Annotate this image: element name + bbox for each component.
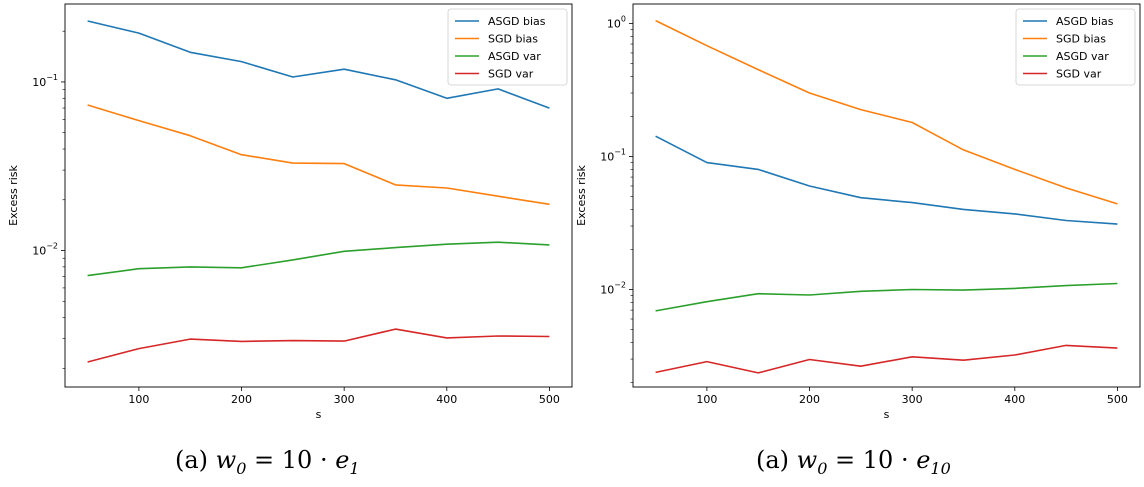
plot-frame bbox=[632, 3, 1141, 388]
legend: ASGD bias SGD bias ASGD var SGD var bbox=[1015, 8, 1136, 86]
y-axis-label: Excess risk bbox=[7, 165, 20, 226]
x-tick-label: 400 bbox=[436, 393, 457, 406]
caption-right-eq: = 10 · bbox=[827, 446, 917, 474]
legend-label: ASGD bias bbox=[488, 15, 546, 28]
legend-label: ASGD var bbox=[488, 50, 541, 63]
caption-left-w: w bbox=[215, 446, 237, 474]
series-line-asgd-var bbox=[87, 241, 550, 277]
caption-left: (a) w0 = 10 · e1 bbox=[175, 446, 360, 478]
caption-left-w-sub: 0 bbox=[236, 458, 247, 478]
caption-left-e: e bbox=[335, 446, 350, 474]
x-tick-label: 400 bbox=[1004, 393, 1025, 406]
y-tick-label: 10−2 bbox=[600, 281, 626, 297]
x-tick-label: 100 bbox=[696, 393, 717, 406]
x-tick-label: 300 bbox=[902, 393, 923, 406]
x-tick-label: 300 bbox=[334, 393, 355, 406]
caption-right-w: w bbox=[796, 446, 818, 474]
caption-right-w-sub: 0 bbox=[817, 458, 828, 478]
legend-label: SGD bias bbox=[1056, 33, 1106, 46]
caption-right: (a) w0 = 10 · e10 bbox=[756, 446, 951, 478]
y-tick-label: 10−1 bbox=[600, 147, 626, 163]
series-line-sgd-var bbox=[87, 328, 550, 363]
caption-left-prefix: (a) bbox=[175, 446, 216, 474]
x-tick-label: 200 bbox=[231, 393, 252, 406]
legend-label: SGD bias bbox=[488, 33, 538, 46]
series-line-asgd-var bbox=[655, 282, 1118, 312]
legend-label: SGD var bbox=[488, 68, 534, 81]
caption-right-prefix: (a) bbox=[756, 446, 797, 474]
x-tick-label: 100 bbox=[128, 393, 149, 406]
y-tick-label: 100 bbox=[607, 14, 626, 30]
series-line-sgd-bias bbox=[655, 19, 1118, 205]
caption-right-e: e bbox=[916, 446, 931, 474]
x-axis-label: s bbox=[316, 408, 322, 421]
x-axis-label: s bbox=[884, 408, 890, 421]
plot-frame bbox=[64, 3, 573, 388]
charts-figure: 100 200 300 400 500 10−2 10−1 s Excess risk ASGD … bbox=[7, 3, 1141, 421]
series-line-asgd-bias bbox=[655, 135, 1118, 225]
legend-label: ASGD bias bbox=[1056, 15, 1114, 28]
series-line-asgd-bias bbox=[87, 20, 550, 109]
x-tick-label: 200 bbox=[799, 393, 820, 406]
x-tick-label: 500 bbox=[539, 393, 560, 406]
legend-label: ASGD var bbox=[1056, 50, 1109, 63]
chart-panel-0: 100 200 300 400 500 10−2 10−1 s Excess risk ASGD … bbox=[7, 3, 573, 421]
series-line-sgd-var bbox=[655, 344, 1118, 374]
legend: ASGD bias SGD bias ASGD var SGD var bbox=[447, 8, 568, 86]
legend-label: SGD var bbox=[1056, 68, 1102, 81]
caption-left-e-sub: 1 bbox=[349, 458, 360, 478]
caption-right-e-sub: 10 bbox=[930, 458, 951, 478]
y-axis-label: Excess risk bbox=[575, 165, 588, 226]
y-tick-label: 10−2 bbox=[32, 242, 58, 258]
legend-box bbox=[447, 8, 568, 86]
series-line-sgd-bias bbox=[87, 104, 550, 206]
y-tick-label: 10−1 bbox=[32, 73, 58, 89]
x-tick-label: 500 bbox=[1107, 393, 1128, 406]
chart-panel-1: 100 200 300 400 500 10−2 10−1 100 s Excess risk AS… bbox=[575, 3, 1141, 421]
legend-box bbox=[1015, 8, 1136, 86]
caption-left-eq: = 10 · bbox=[246, 446, 336, 474]
